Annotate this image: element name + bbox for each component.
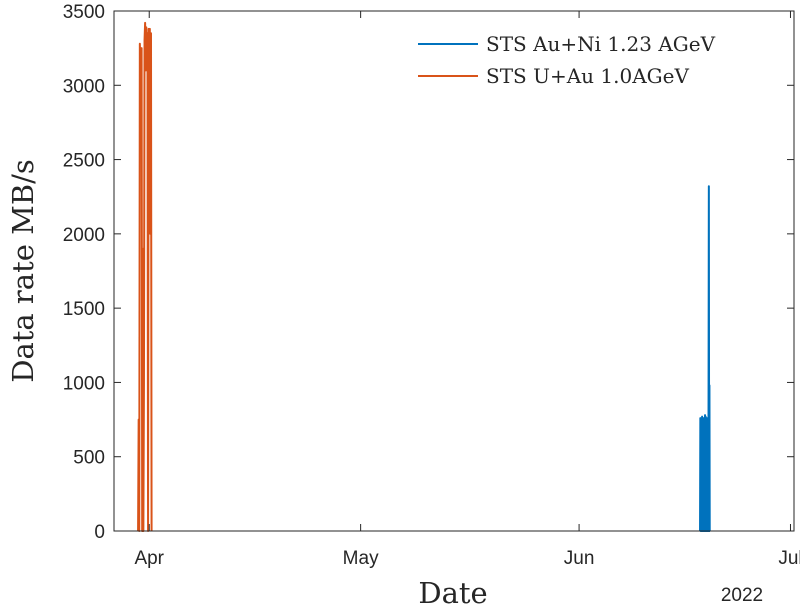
year-label: 2022 (721, 585, 763, 606)
series-line-1 (137, 21, 153, 532)
x-tick-labels: Apr May Jun Jul (134, 548, 800, 569)
y-tick-label: 0 (94, 522, 105, 543)
plot-area (114, 11, 794, 531)
legend-box (404, 24, 779, 96)
legend-label-au-ni: STS Au+Ni 1.23 AGeV (486, 32, 716, 56)
y-tick-label: 3500 (63, 2, 105, 23)
legend-label-u-au: STS U+Au 1.0AGeV (486, 64, 689, 88)
x-axis-title: Date (418, 576, 487, 608)
axes-box (113, 10, 795, 532)
axes-layer (113, 10, 795, 532)
y-tick-label: 1500 (63, 299, 105, 320)
x-tick-label: May (343, 548, 379, 569)
y-tick-labels: 0 500 1000 1500 2000 2500 3000 3500 (63, 2, 105, 543)
y-tick-label: 3000 (63, 76, 105, 97)
x-tick-label: Apr (134, 548, 164, 569)
x-tick-label: Jun (564, 548, 595, 569)
y-tick-label: 2500 (63, 151, 105, 172)
y-tick-label: 1000 (63, 373, 105, 394)
y-tick-label: 2000 (63, 225, 105, 246)
legend: STS Au+Ni 1.23 AGeV STS U+Au 1.0AGeV (404, 24, 779, 96)
x-tick-label: Jul (778, 548, 800, 569)
series-layer (137, 21, 711, 532)
series-line-0 (699, 185, 711, 532)
y-tick-label: 500 (73, 448, 105, 469)
y-axis-title: Data rate MB/s (6, 159, 40, 383)
